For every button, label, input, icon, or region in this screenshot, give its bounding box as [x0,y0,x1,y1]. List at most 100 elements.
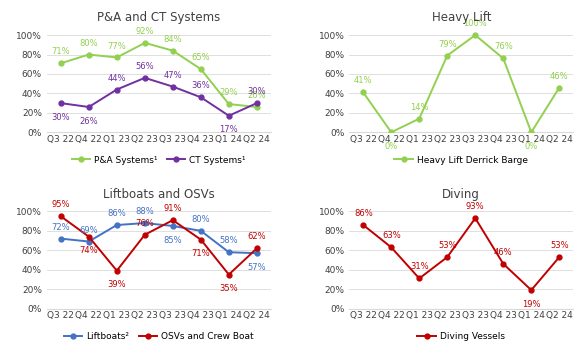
Text: 41%: 41% [354,77,373,86]
Liftboats² [197,229,204,233]
Liftboats² [169,224,176,228]
Text: 63%: 63% [382,231,401,240]
CT Systems¹ [57,101,64,105]
Text: 14%: 14% [410,103,429,112]
CT Systems¹ [197,95,204,99]
Liftboats² [113,223,121,227]
Text: 72%: 72% [51,223,70,232]
Text: 35%: 35% [219,284,238,293]
Heavy Lift Derrick Barge [444,53,451,58]
Text: 30%: 30% [51,113,70,122]
Text: 92%: 92% [136,27,154,36]
Heavy Lift Derrick Barge [500,56,507,61]
Title: Heavy Lift: Heavy Lift [432,11,491,24]
Line: CT Systems¹: CT Systems¹ [58,76,259,118]
P&A Systems¹ [225,102,232,106]
Line: Heavy Lift Derrick Barge: Heavy Lift Derrick Barge [361,33,562,135]
Text: 65%: 65% [191,53,210,62]
Legend: P&A Systems¹, CT Systems¹: P&A Systems¹, CT Systems¹ [68,152,250,168]
Line: OSVs and Crew Boat: OSVs and Crew Boat [58,214,259,277]
Text: 0%: 0% [385,142,398,151]
Liftboats² [85,239,92,244]
Heavy Lift Derrick Barge [528,130,535,134]
Diving Vessels [444,255,451,259]
Legend: Heavy Lift Derrick Barge: Heavy Lift Derrick Barge [391,152,532,168]
Text: 39%: 39% [108,280,126,289]
P&A Systems¹ [57,61,64,65]
Text: 62%: 62% [247,232,266,241]
OSVs and Crew Boat [169,218,176,223]
Text: 44%: 44% [108,74,126,82]
CT Systems¹ [225,114,232,118]
Heavy Lift Derrick Barge [472,33,479,37]
Text: 84%: 84% [164,35,182,44]
CT Systems¹ [113,87,121,92]
Text: 69%: 69% [80,225,98,234]
OSVs and Crew Boat [142,233,149,237]
Liftboats² [142,221,149,225]
Text: 80%: 80% [80,38,98,48]
Text: 53%: 53% [438,241,456,250]
Text: 77%: 77% [108,41,126,50]
Diving Vessels [500,262,507,266]
CT Systems¹ [169,85,176,89]
Heavy Lift Derrick Barge [360,90,367,95]
Line: Diving Vessels: Diving Vessels [361,216,562,293]
Diving Vessels [472,216,479,220]
Text: 19%: 19% [522,300,541,309]
Legend: Liftboats², OSVs and Crew Boat: Liftboats², OSVs and Crew Boat [60,329,257,344]
P&A Systems¹ [253,105,260,109]
Text: 95%: 95% [51,200,70,209]
Text: 91%: 91% [164,204,182,213]
Text: 0%: 0% [525,142,538,151]
OSVs and Crew Boat [85,234,92,239]
Title: Diving: Diving [442,188,480,200]
Heavy Lift Derrick Barge [416,117,423,121]
CT Systems¹ [253,101,260,105]
P&A Systems¹ [169,49,176,53]
Liftboats² [225,250,232,254]
Text: 76%: 76% [136,219,154,228]
Diving Vessels [360,223,367,227]
CT Systems¹ [85,105,92,109]
CT Systems¹ [142,76,149,80]
Legend: Diving Vessels: Diving Vessels [414,329,509,344]
Text: 53%: 53% [550,241,569,250]
Text: 88%: 88% [136,207,154,216]
Text: 30%: 30% [247,87,266,96]
Liftboats² [57,236,64,241]
OSVs and Crew Boat [57,214,64,219]
Text: 17%: 17% [219,126,238,134]
Line: P&A Systems¹: P&A Systems¹ [58,40,259,109]
Heavy Lift Derrick Barge [556,85,563,90]
OSVs and Crew Boat [197,237,204,242]
Title: P&A and CT Systems: P&A and CT Systems [97,11,221,24]
P&A Systems¹ [113,55,121,60]
Line: Liftboats²: Liftboats² [58,221,259,256]
Text: 57%: 57% [247,263,266,272]
OSVs and Crew Boat [113,269,121,273]
P&A Systems¹ [85,52,92,57]
Diving Vessels [528,288,535,292]
Diving Vessels [416,276,423,281]
Text: 74%: 74% [80,246,98,256]
Text: 46%: 46% [494,248,512,257]
Liftboats² [253,251,260,255]
Text: 36%: 36% [191,81,210,90]
P&A Systems¹ [197,67,204,71]
Text: 71%: 71% [191,249,210,258]
Text: 76%: 76% [494,42,512,52]
Text: 93%: 93% [466,202,484,211]
Text: 46%: 46% [550,72,569,81]
Text: 79%: 79% [438,40,456,49]
Text: 56%: 56% [136,62,154,71]
OSVs and Crew Boat [225,272,232,277]
Title: Liftboats and OSVs: Liftboats and OSVs [103,188,215,200]
Text: 100%: 100% [463,19,487,28]
Text: 29%: 29% [219,88,238,97]
Text: 47%: 47% [164,71,182,79]
Text: 26%: 26% [80,117,98,126]
P&A Systems¹ [142,41,149,45]
Diving Vessels [388,245,395,249]
Text: 85%: 85% [164,236,182,245]
